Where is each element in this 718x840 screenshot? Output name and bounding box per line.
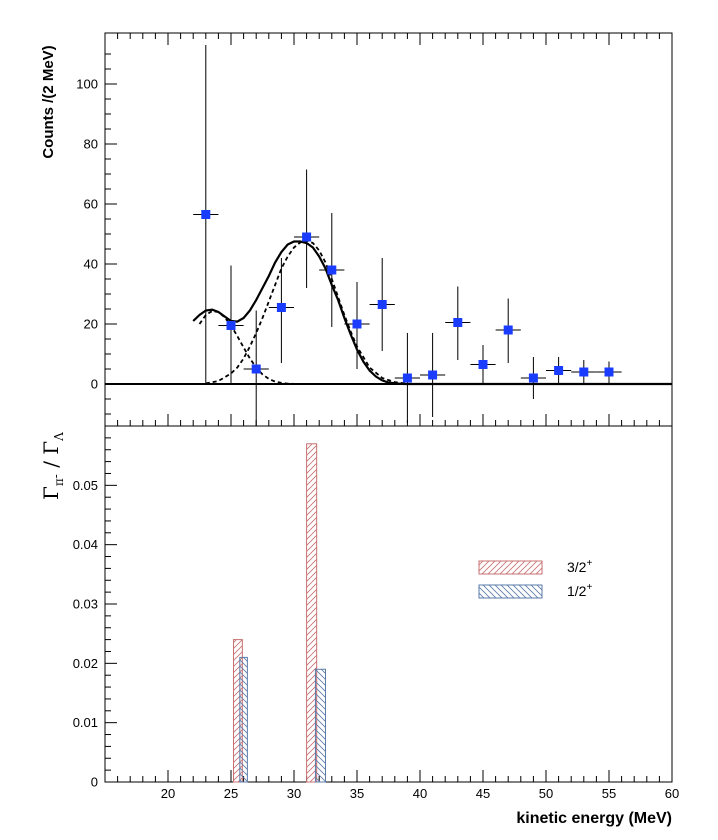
data-point <box>546 357 572 384</box>
x-axis-title: kinetic energy (MeV) <box>516 810 672 827</box>
data-point <box>394 333 420 423</box>
bottom-x-tick-label: 25 <box>224 786 238 801</box>
bar-3-2 <box>306 443 318 783</box>
point-marker <box>478 360 488 369</box>
data-point <box>218 265 244 384</box>
bottom-x-tick-label: 55 <box>602 786 616 801</box>
bottom-panel: 0 0.01 0.02 0.03 0.04 0.05 20 25 30 35 40 45 50 55 60… <box>39 425 679 827</box>
legend-swatch-1-2 <box>478 584 543 599</box>
data-point <box>596 361 622 384</box>
point-marker <box>528 373 538 383</box>
point-marker <box>503 325 513 335</box>
bottom-y-tick-label: 0.03 <box>73 597 98 612</box>
data-points <box>193 45 622 426</box>
bottom-y-tick-label: 0 <box>91 775 98 790</box>
point-marker <box>402 373 412 383</box>
bottom-y-tick-label: 0.05 <box>73 478 98 493</box>
top-y-tick-label: 100 <box>76 77 98 92</box>
bottom-x-tick-label: 30 <box>287 786 301 801</box>
bottom-y-axis: 0 0.01 0.02 0.03 0.04 0.05 <box>73 437 117 790</box>
point-marker <box>604 367 614 377</box>
legend: 3/2+ 1/2+ <box>478 558 592 599</box>
point-marker <box>453 318 463 327</box>
legend-swatch-3-2 <box>478 560 543 575</box>
point-marker <box>302 232 312 242</box>
point-marker <box>579 367 589 377</box>
bottom-y-tick-label: 0.02 <box>73 656 98 671</box>
point-marker <box>352 319 362 329</box>
data-point <box>495 298 521 363</box>
data-point <box>344 282 370 369</box>
data-point <box>571 360 597 384</box>
point-marker <box>226 321 236 330</box>
point-marker <box>554 366 564 375</box>
point-marker <box>428 370 438 380</box>
data-point <box>445 286 471 360</box>
data-point <box>319 213 345 327</box>
bottom-y-tick-label: 0.04 <box>73 537 98 552</box>
fit-component-1-curve <box>198 310 307 385</box>
top-plot-frame <box>104 32 673 427</box>
data-point <box>420 333 446 417</box>
top-y-axis: 0 20 40 60 80 100 <box>76 53 117 415</box>
data-point <box>369 258 395 351</box>
data-point <box>193 45 219 384</box>
bottom-y-axis-title: Γπ- / ΓΛ <box>39 432 66 500</box>
bottom-x-tick-label: 60 <box>665 786 679 801</box>
bar-1-2 <box>314 668 327 783</box>
data-point <box>243 310 269 426</box>
top-panel: 0 20 40 60 80 100 Counts /(2 MeV) <box>40 32 673 427</box>
bottom-x-tick-label: 50 <box>539 786 553 801</box>
top-y-tick-label: 20 <box>84 317 98 332</box>
bottom-x-tick-label: 40 <box>413 786 427 801</box>
top-y-tick-label: 80 <box>84 137 98 152</box>
point-marker <box>201 210 211 219</box>
bottom-x-tick-label: 45 <box>476 786 490 801</box>
data-point <box>268 258 294 363</box>
top-y-tick-label: 60 <box>84 197 98 212</box>
top-y-tick-label: 40 <box>84 257 98 272</box>
bottom-y-tick-label: 0.01 <box>73 715 98 730</box>
data-point <box>470 345 496 384</box>
legend-label-3-2: 3/2+ <box>567 558 592 575</box>
bottom-x-tick-label: 35 <box>350 786 364 801</box>
point-marker <box>276 303 286 312</box>
bars <box>233 443 327 783</box>
top-y-axis-title: Counts /(2 MeV) <box>40 45 57 158</box>
top-x-axis-ticks <box>117 33 673 426</box>
bar-1-2 <box>239 656 248 783</box>
top-y-tick-label: 0 <box>91 377 98 392</box>
data-point <box>294 169 320 288</box>
point-marker <box>377 300 387 309</box>
point-marker <box>251 364 261 374</box>
data-point <box>520 357 546 399</box>
point-marker <box>327 265 337 275</box>
bottom-plot-frame <box>104 425 673 783</box>
legend-label-1-2: 1/2+ <box>567 582 592 599</box>
fit-component-2-curve <box>205 239 408 385</box>
bottom-x-tick-label: 20 <box>161 786 175 801</box>
